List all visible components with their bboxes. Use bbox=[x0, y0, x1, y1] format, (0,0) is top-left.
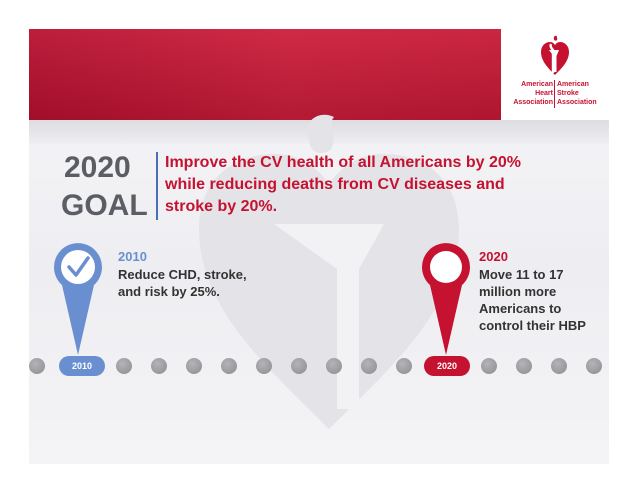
timeline-dot bbox=[186, 358, 202, 374]
logo-text-stroke: American Stroke Association bbox=[557, 81, 597, 106]
heart-torch-icon bbox=[541, 35, 569, 75]
goal-label: GOAL bbox=[61, 189, 148, 222]
milestone-2010-description: Reduce CHD, stroke, and risk by 25%. bbox=[118, 267, 247, 299]
timeline-end-label: 2020 bbox=[424, 356, 470, 376]
milestone-2010-year: 2010 bbox=[118, 249, 147, 264]
timeline-start-label: 2010 bbox=[59, 356, 105, 376]
goal-statement: Improve the CV health of all Americans b… bbox=[165, 154, 521, 215]
logo-text-heart: American Heart Association bbox=[513, 81, 553, 106]
timeline-dot bbox=[151, 358, 167, 374]
goal-divider bbox=[156, 152, 158, 220]
timeline-dot bbox=[326, 358, 342, 374]
timeline-dot bbox=[481, 358, 497, 374]
milestone-2020-description: Move 11 to 17 million more Americans to … bbox=[479, 267, 586, 333]
goal-year: 2020 bbox=[64, 151, 131, 184]
logo-divider bbox=[554, 80, 555, 108]
slide: American Heart Association American Stro… bbox=[29, 29, 609, 464]
timeline-dot bbox=[516, 358, 532, 374]
timeline-dot bbox=[361, 358, 377, 374]
checkmark-icon bbox=[53, 237, 54, 238]
milestone-2020-year: 2020 bbox=[479, 249, 508, 264]
timeline-dot bbox=[116, 358, 132, 374]
map-pin-2010-icon bbox=[54, 243, 103, 355]
timeline-dot bbox=[29, 358, 45, 374]
timeline-dot bbox=[256, 358, 272, 374]
timeline-dot bbox=[221, 358, 237, 374]
map-pin-2020-icon bbox=[422, 243, 470, 355]
timeline-dot bbox=[586, 358, 602, 374]
aha-asa-logo: American Heart Association American Stro… bbox=[501, 29, 609, 120]
timeline-dot bbox=[551, 358, 567, 374]
timeline-dot bbox=[291, 358, 307, 374]
timeline-dot bbox=[396, 358, 412, 374]
